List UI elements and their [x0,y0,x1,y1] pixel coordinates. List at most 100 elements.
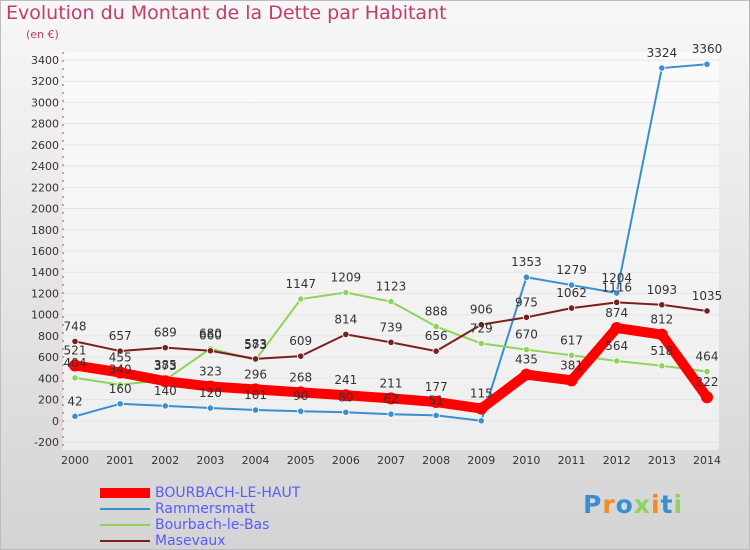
data-point [613,298,621,306]
legend-swatch [100,524,150,526]
data-point [339,389,352,402]
data-label: 739 [380,320,403,334]
data-point [432,347,440,355]
x-tick-label: 2012 [603,454,631,467]
x-tick-label: 2011 [558,454,586,467]
data-label: 381 [560,358,583,372]
data-point [522,313,531,321]
data-label: 1147 [285,277,316,291]
data-label: 583 [244,337,267,351]
data-point [387,410,395,418]
data-point [294,386,307,399]
data-label: 729 [470,321,493,335]
data-label: 1353 [511,255,542,269]
y-tick-label: 0 [52,415,59,428]
data-point [297,407,305,415]
x-tick-label: 2008 [422,454,450,467]
legend-label: Bourbach-le-Bas [155,517,270,533]
data-label: 518 [650,344,673,358]
data-label: 385 [154,358,177,372]
data-point [249,383,262,396]
data-label: 1204 [601,271,632,285]
data-label: 680 [199,327,222,341]
y-tick-label: 1400 [31,266,59,279]
data-label: 464 [696,350,719,364]
data-label: 1116 [601,280,632,294]
data-point [297,352,305,360]
data-point [658,64,666,72]
data-label: 814 [334,312,357,326]
data-label: 975 [515,295,538,309]
y-tick-label: 2800 [31,118,59,131]
data-point [475,402,488,415]
data-label: 906 [470,303,493,317]
y-tick-label: 400 [38,372,59,385]
data-label: 51 [429,393,444,407]
data-label: 656 [425,329,448,343]
data-label: 1035 [692,289,723,303]
data-label: 1123 [376,280,407,294]
x-tick-label: 2014 [693,454,721,467]
x-tick-label: 2001 [106,454,134,467]
data-label: 211 [380,376,403,390]
data-label: 564 [605,339,628,353]
data-point [567,281,576,289]
data-point [387,338,395,346]
legend-item: Rammersmatt [100,501,255,517]
data-point [658,301,666,309]
data-label: 748 [64,319,87,333]
data-label: 160 [109,382,132,396]
chart-title: Evolution du Montant de la Dette par Hab… [6,2,447,24]
data-label: 1093 [647,283,678,297]
data-point [701,391,713,404]
proxiti-logo: Proxiti [583,490,684,519]
y-tick-label: 3400 [31,54,59,67]
x-tick-label: 2002 [151,454,179,467]
data-point [342,330,350,339]
data-label: 42 [67,394,82,408]
x-tick-label: 2005 [287,454,315,467]
data-point [71,374,79,382]
y-tick-label: 3000 [31,96,59,109]
data-point [432,411,440,419]
data-label: 689 [154,326,177,340]
data-point [477,339,485,348]
data-label: 812 [650,313,673,327]
data-point [161,344,169,352]
legend-item: BOURBACH-LE-HAUT [100,485,300,501]
data-point [116,400,124,408]
data-label: 521 [64,343,87,357]
y-tick-label: 1000 [31,309,59,322]
data-point [114,366,127,379]
data-label: 3360 [692,42,723,56]
data-point [161,402,169,410]
data-point [655,328,668,341]
data-point [116,381,124,389]
data-label: 3324 [647,46,678,60]
data-point [522,346,531,354]
data-point [565,374,578,387]
data-point [613,357,621,365]
data-label: 222 [696,375,719,389]
data-point [567,351,576,359]
data-point [69,359,81,372]
data-label: 140 [154,384,177,398]
y-tick-label: 1800 [31,224,59,237]
data-label: 115 [470,387,493,401]
data-point [520,368,533,381]
chart-subtitle: (en €) [26,28,59,41]
legend-item: Masevaux [100,533,226,549]
data-point [206,347,215,355]
y-tick-label: 2600 [31,139,59,152]
data-point [477,417,485,425]
data-label: 660 [199,329,222,343]
data-point [477,321,485,329]
data-label: 62 [383,392,398,406]
data-point [703,307,711,315]
data-point [204,380,217,393]
legend-swatch [100,488,150,498]
data-label: 888 [425,305,448,319]
data-point [385,392,397,405]
data-label: 1209 [331,270,362,284]
